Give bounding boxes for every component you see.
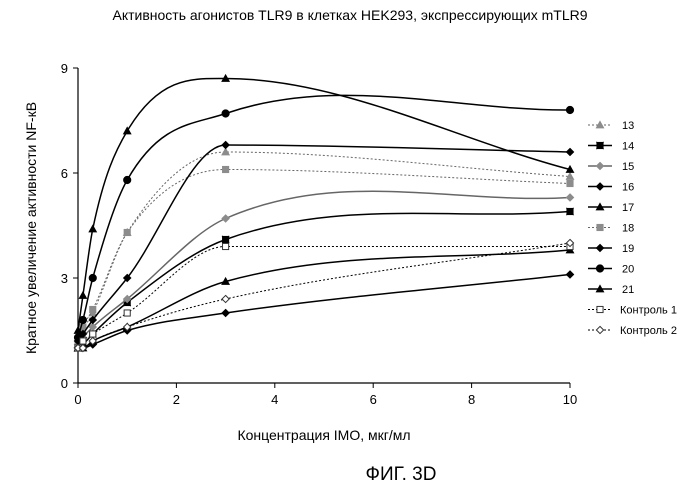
legend-label: 19 xyxy=(622,243,634,255)
legend-item: Контроль 1 xyxy=(588,305,677,317)
data-point xyxy=(90,331,96,337)
data-point xyxy=(222,215,229,222)
axis-ticks: 0 2 4 6 8 10 0 3 6 9 xyxy=(61,61,577,407)
x-tick-label: 8 xyxy=(468,392,475,407)
legend-label: 18 xyxy=(622,223,634,235)
data-point xyxy=(124,127,131,133)
series-line xyxy=(78,275,570,349)
series-7 xyxy=(74,141,573,344)
legend-item: 14 xyxy=(588,141,634,153)
legend-item: 21 xyxy=(588,284,634,296)
data-point xyxy=(566,148,573,155)
series-1 xyxy=(74,148,573,347)
data-point xyxy=(222,309,229,316)
data-point xyxy=(89,274,96,281)
y-tick-label: 0 xyxy=(61,376,68,391)
series-4 xyxy=(74,271,573,352)
legend-item: 17 xyxy=(588,202,634,214)
legend-item: 18 xyxy=(588,223,634,235)
data-point xyxy=(566,194,573,201)
y-tick-label: 9 xyxy=(61,61,68,76)
legend-item: 19 xyxy=(588,243,634,255)
legend-label: 21 xyxy=(622,284,634,296)
series-line xyxy=(78,243,570,348)
data-point xyxy=(124,176,131,183)
legend-marker xyxy=(596,162,603,169)
data-point xyxy=(223,166,229,172)
legend-label: 13 xyxy=(622,120,634,132)
series-5 xyxy=(74,246,573,350)
plot-area: 0 2 4 6 8 10 0 3 6 9 xyxy=(61,61,577,407)
data-point xyxy=(222,295,229,302)
data-point xyxy=(223,243,229,249)
series-line xyxy=(78,247,570,349)
legend: 13 14 15 16 17 18 19 20 21 Контроль 1 Контроль 2 xyxy=(588,120,677,337)
legend-item: 13 xyxy=(588,120,634,132)
y-axis-label: Кратное увеличение активности NF-кВ xyxy=(23,102,39,354)
series-layer xyxy=(74,75,573,352)
legend-item: 16 xyxy=(588,182,634,194)
data-point xyxy=(90,306,96,312)
series-line xyxy=(78,78,570,330)
x-tick-label: 10 xyxy=(563,392,577,407)
data-point xyxy=(566,271,573,278)
data-point xyxy=(222,110,229,117)
legend-label: 14 xyxy=(622,141,634,153)
data-point xyxy=(79,292,86,298)
series-10 xyxy=(75,243,573,351)
data-point xyxy=(567,180,573,186)
legend-label: Контроль 1 xyxy=(620,305,677,317)
x-axis-label: Концентрация IMO, мкг/мл xyxy=(237,427,410,443)
x-tick-label: 6 xyxy=(370,392,377,407)
x-tick-label: 4 xyxy=(271,392,278,407)
data-point xyxy=(124,229,130,235)
legend-marker xyxy=(596,326,603,333)
legend-marker xyxy=(596,183,603,190)
legend-label: 15 xyxy=(622,161,634,173)
x-tick-label: 0 xyxy=(74,392,81,407)
data-point xyxy=(89,225,96,231)
data-point xyxy=(80,338,86,344)
legend-label: 16 xyxy=(622,182,634,194)
legend-label: Контроль 2 xyxy=(620,325,677,337)
legend-label: 17 xyxy=(622,202,634,214)
legend-marker xyxy=(596,142,603,149)
legend-item: 15 xyxy=(588,161,634,173)
series-9 xyxy=(74,75,573,333)
legend-marker xyxy=(597,306,603,312)
legend-marker xyxy=(597,224,603,230)
data-point xyxy=(566,208,573,215)
series-line xyxy=(78,250,570,348)
legend-item: 20 xyxy=(588,264,634,276)
data-point xyxy=(222,141,229,148)
legend-marker xyxy=(596,244,603,251)
series-line xyxy=(78,145,570,341)
y-tick-label: 3 xyxy=(61,271,68,286)
data-point xyxy=(566,106,573,113)
chart-title: Активность агонистов TLR9 в клетках HEK2… xyxy=(112,7,587,23)
legend-label: 20 xyxy=(622,264,634,276)
data-point xyxy=(124,310,130,316)
legend-item: Контроль 2 xyxy=(588,325,677,337)
x-tick-label: 2 xyxy=(173,392,180,407)
figure-caption: ФИГ. 3D xyxy=(366,464,437,485)
legend-marker xyxy=(596,265,603,272)
data-point xyxy=(222,236,229,243)
y-tick-label: 6 xyxy=(61,166,68,181)
